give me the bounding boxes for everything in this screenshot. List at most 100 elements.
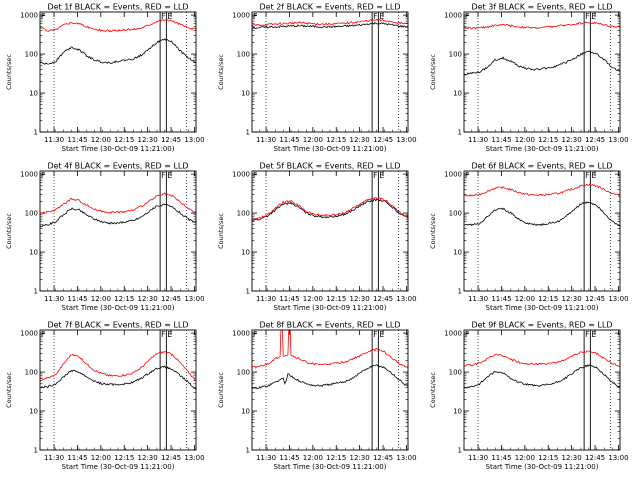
x-tick-label: 11:45 (279, 454, 299, 462)
x-tick-label: 11:45 (491, 295, 511, 303)
flare-marker-label: F (161, 171, 165, 180)
flare-marker-label: F (373, 171, 377, 180)
x-tick-label: 11:30 (256, 295, 276, 303)
y-tick-label: 10 (453, 408, 462, 416)
x-tick-label: 12:30 (138, 136, 158, 144)
panel-det-5: Det 5f BLACK = Events, RED = LLD Counts/s… (217, 162, 417, 313)
x-tick-label: 12:15 (538, 136, 558, 144)
y-tick-label: 1000 (20, 330, 38, 338)
y-tick-label: 1 (246, 288, 250, 296)
x-tick-label: 11:45 (491, 136, 511, 144)
flare-marker-label: E (591, 330, 596, 339)
series-lld-line (39, 19, 197, 33)
x-tick-label: 12:45 (373, 454, 393, 462)
corner-f-label: F (465, 330, 469, 339)
x-tick-label: 12:45 (373, 136, 393, 144)
y-tick-label: 1000 (444, 12, 462, 20)
series-events-line (251, 198, 409, 221)
flare-marker-label: F (585, 330, 589, 339)
x-tick-label: 11:45 (491, 454, 511, 462)
x-tick-label: 12:30 (138, 295, 158, 303)
panel-title: Det 1f BLACK = Events, RED = LLD (47, 3, 188, 12)
x-tick-label: 12:45 (585, 136, 605, 144)
x-tick-label: 12:15 (326, 454, 346, 462)
series-events-line (251, 364, 409, 390)
x-tick-label: 11:45 (67, 136, 87, 144)
y-tick-label: 1 (34, 129, 38, 137)
x-tick-label: 13:00 (608, 136, 628, 144)
plot-frame (251, 11, 409, 133)
y-tick-label: 100 (449, 51, 462, 59)
y-tick-label: 1000 (444, 330, 462, 338)
x-tick-label: 12:15 (326, 295, 346, 303)
y-axis-label: Counts/sec (217, 372, 225, 408)
y-axis-label: Counts/sec (429, 372, 437, 408)
y-tick-label: 1000 (232, 330, 250, 338)
y-tick-label: 1000 (20, 12, 38, 20)
x-tick-label: 12:15 (114, 295, 134, 303)
x-tick-label: 12:15 (114, 454, 134, 462)
x-tick-label: 13:00 (608, 295, 628, 303)
x-axis-label: Start Time (30-Oct-09 11:21:00) (486, 304, 599, 312)
series-lld-line (251, 329, 409, 369)
x-tick-label: 13:00 (184, 454, 204, 462)
x-tick-label: 12:00 (515, 295, 535, 303)
x-tick-label: 12:15 (326, 136, 346, 144)
x-tick-label: 13:00 (396, 136, 416, 144)
y-tick-label: 100 (449, 210, 462, 218)
flare-marker-label: E (167, 12, 172, 21)
y-tick-label: 10 (453, 90, 462, 98)
y-tick-label: 1 (34, 288, 38, 296)
x-tick-label: 12:45 (161, 136, 181, 144)
x-tick-label: 11:30 (468, 454, 488, 462)
panel-title: Det 8f BLACK = Events, RED = LLD (259, 321, 400, 330)
x-tick-label: 12:30 (350, 454, 370, 462)
flare-marker-label: E (167, 330, 172, 339)
x-tick-label: 13:00 (396, 295, 416, 303)
plot-frame (39, 11, 197, 133)
y-tick-label: 100 (449, 369, 462, 377)
x-tick-label: 12:45 (161, 454, 181, 462)
y-axis-label: Counts/sec (217, 54, 225, 90)
x-tick-label: 11:30 (44, 136, 64, 144)
x-tick-label: 11:45 (67, 454, 87, 462)
y-tick-label: 100 (237, 210, 250, 218)
x-axis-label: Start Time (30-Oct-09 11:21:00) (274, 463, 387, 471)
y-tick-label: 1000 (232, 12, 250, 20)
corner-f-label: F (253, 330, 257, 339)
flare-marker-label: F (373, 12, 377, 21)
x-tick-label: 11:30 (44, 454, 64, 462)
x-tick-label: 12:45 (161, 295, 181, 303)
x-axis-label: Start Time (30-Oct-09 11:21:00) (62, 463, 175, 471)
series-lld-line (463, 183, 621, 197)
plot-frame (39, 329, 197, 451)
panel-det-6: Det 6f BLACK = Events, RED = LLD Counts/s… (429, 162, 629, 313)
corner-f-label: F (253, 12, 257, 21)
y-tick-label: 100 (25, 369, 38, 377)
y-tick-label: 100 (237, 51, 250, 59)
x-tick-label: 12:00 (91, 454, 111, 462)
series-lld-line (39, 351, 197, 382)
panel-title: Det 7f BLACK = Events, RED = LLD (47, 321, 188, 330)
x-tick-label: 11:30 (256, 454, 276, 462)
panel-title: Det 5f BLACK = Events, RED = LLD (259, 162, 400, 171)
corner-f-label: F (465, 171, 469, 180)
flare-marker-label: F (585, 171, 589, 180)
flare-marker-label: F (585, 12, 589, 21)
y-axis-label: Counts/sec (429, 54, 437, 90)
y-tick-label: 1 (458, 288, 462, 296)
flare-marker-label: E (591, 12, 596, 21)
plot-frame (463, 329, 621, 451)
flare-marker-label: E (167, 171, 172, 180)
y-tick-label: 1 (458, 447, 462, 455)
panel-title: Det 6f BLACK = Events, RED = LLD (471, 162, 612, 171)
y-tick-label: 10 (29, 249, 38, 257)
y-axis-label: Counts/sec (217, 213, 225, 249)
x-tick-label: 11:30 (256, 136, 276, 144)
y-tick-label: 1000 (232, 171, 250, 179)
flare-marker-label: E (591, 171, 596, 180)
x-tick-label: 12:00 (303, 295, 323, 303)
y-tick-label: 10 (29, 408, 38, 416)
panel-det-7: Det 7f BLACK = Events, RED = LLD Counts/s… (5, 321, 205, 472)
